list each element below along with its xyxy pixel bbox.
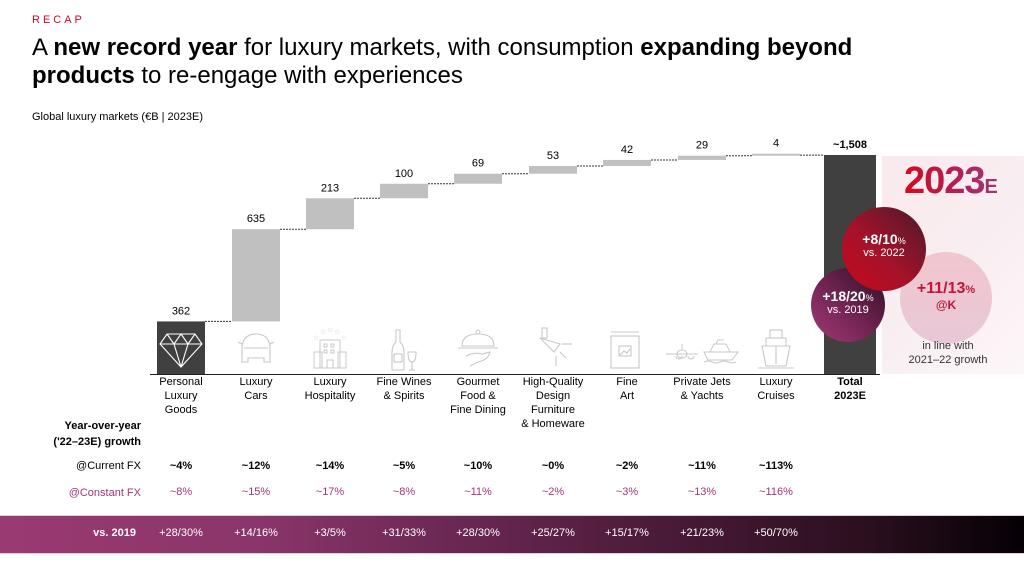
category-label: High-Quality Design Furniture & Homeware bbox=[521, 376, 585, 430]
hotel-icon: ☆☆ ☆ ☆ ☆ bbox=[313, 326, 347, 369]
growth-note: in line with 2021–22 growth bbox=[908, 340, 988, 366]
title-part: for luxury markets, with consumption bbox=[237, 34, 641, 61]
bubble-vs-2019: +18/20% vs. 2019 bbox=[811, 268, 885, 342]
vs-2019-value: +28/30% bbox=[159, 527, 203, 539]
bar-8 bbox=[678, 155, 726, 160]
current-fx-value: ~4% bbox=[169, 460, 193, 472]
yoy-growth-heading: Year-over-year ('22–23E) growth bbox=[53, 420, 141, 448]
section-kicker: RECAP bbox=[32, 14, 85, 26]
bar-2 bbox=[232, 229, 280, 322]
bar-value-label: 69 bbox=[472, 158, 484, 170]
constant-fx-label: @Constant FX bbox=[68, 487, 141, 499]
cruise-ship-icon bbox=[758, 329, 794, 369]
bar-value-label: 29 bbox=[696, 140, 708, 152]
current-fx-value: ~11% bbox=[688, 460, 716, 472]
category-label: Personal Luxury Goods bbox=[159, 376, 203, 416]
current-fx-value: ~5% bbox=[392, 460, 416, 472]
bar-value-label: 213 bbox=[321, 182, 339, 194]
bar-value-label: 53 bbox=[547, 150, 559, 162]
svg-text:☆: ☆ bbox=[327, 326, 333, 334]
bar-4 bbox=[380, 183, 428, 199]
title-part: A bbox=[32, 34, 54, 61]
category-label: Luxury Hospitality bbox=[304, 376, 356, 402]
vs-2019-value: +21/23% bbox=[680, 527, 724, 539]
current-fx-value: ~14% bbox=[315, 460, 345, 472]
svg-text:☆: ☆ bbox=[334, 328, 340, 336]
highlight-year: 2023E bbox=[904, 160, 997, 202]
category-label: Luxury Cars bbox=[239, 376, 273, 402]
svg-text:☆: ☆ bbox=[320, 328, 326, 336]
current-fx-value: ~12% bbox=[241, 460, 271, 472]
bar-9 bbox=[752, 153, 800, 156]
vs-2019-band bbox=[0, 515, 1024, 554]
constant-fx-value: ~2% bbox=[541, 486, 565, 498]
vs-2019-value: +28/30% bbox=[456, 527, 500, 539]
constant-fx-value: ~15% bbox=[241, 486, 271, 498]
wine-bottle-glass-icon bbox=[391, 329, 417, 371]
category-label: Total 2023E bbox=[834, 376, 866, 402]
svg-text:☆: ☆ bbox=[341, 334, 347, 342]
category-label: Private Jets & Yachts bbox=[673, 376, 731, 402]
current-fx-value: ~2% bbox=[615, 460, 639, 472]
cloche-icon bbox=[458, 329, 498, 367]
constant-fx-value: ~8% bbox=[169, 486, 193, 498]
bar-5 bbox=[454, 173, 502, 184]
bar-3 bbox=[306, 198, 354, 230]
constant-fx-value: ~3% bbox=[615, 486, 639, 498]
category-label: Fine Art bbox=[616, 376, 638, 402]
bubble-vs-2022: +8/10% vs. 2022 bbox=[842, 207, 926, 291]
current-fx-value: ~0% bbox=[541, 460, 565, 472]
vs-2019-value: +14/16% bbox=[234, 527, 278, 539]
current-fx-value: ~10% bbox=[463, 460, 493, 472]
bar-value-label: ~1,508 bbox=[833, 139, 867, 151]
bar-6 bbox=[529, 166, 577, 174]
vs-2019-value: +15/17% bbox=[605, 527, 649, 539]
title-part: new record year bbox=[53, 34, 238, 61]
category-label: Luxury Cruises bbox=[757, 376, 795, 402]
constant-fx-value: ~17% bbox=[315, 486, 345, 498]
svg-text:☆: ☆ bbox=[313, 334, 319, 342]
category-label: Gourmet Food & Fine Dining bbox=[450, 376, 506, 416]
picture-frame-icon bbox=[610, 331, 640, 369]
bar-value-label: 100 bbox=[395, 168, 413, 180]
vs-2019-value: +25/27% bbox=[531, 527, 575, 539]
bar-value-label: 4 bbox=[773, 138, 779, 150]
vs-2019-value: +3/5% bbox=[314, 527, 346, 539]
chart-subtitle: Global luxury markets (€B | 2023E) bbox=[32, 111, 203, 123]
page-title: A new record year for luxury markets, wi… bbox=[32, 34, 932, 90]
jet-yacht-icon bbox=[666, 339, 739, 364]
x-axis-line bbox=[150, 374, 880, 375]
car-icon bbox=[237, 333, 275, 363]
lamp-icon bbox=[539, 327, 572, 366]
title-part: expanding beyond products bbox=[32, 34, 853, 89]
vs-2019-value: +31/33% bbox=[382, 527, 426, 539]
category-label: Fine Wines & Spirits bbox=[376, 376, 432, 402]
constant-fx-value: ~11% bbox=[464, 486, 492, 498]
bar-value-label: 635 bbox=[247, 213, 265, 225]
constant-fx-value: ~8% bbox=[392, 486, 416, 498]
bar-value-label: 42 bbox=[621, 144, 633, 156]
current-fx-label: @Current FX bbox=[76, 460, 141, 472]
bar-7 bbox=[603, 159, 651, 167]
vs-2019-value: +50/70% bbox=[754, 527, 798, 539]
bar-value-label: 362 bbox=[172, 305, 190, 317]
constant-fx-value: ~116% bbox=[759, 486, 793, 498]
constant-fx-value: ~13% bbox=[687, 486, 717, 498]
vs-2019-label: vs. 2019 bbox=[93, 527, 136, 539]
title-part: to re-engage with experiences bbox=[134, 62, 463, 89]
diamond-icon bbox=[159, 333, 203, 368]
current-fx-value: ~113% bbox=[759, 460, 793, 472]
